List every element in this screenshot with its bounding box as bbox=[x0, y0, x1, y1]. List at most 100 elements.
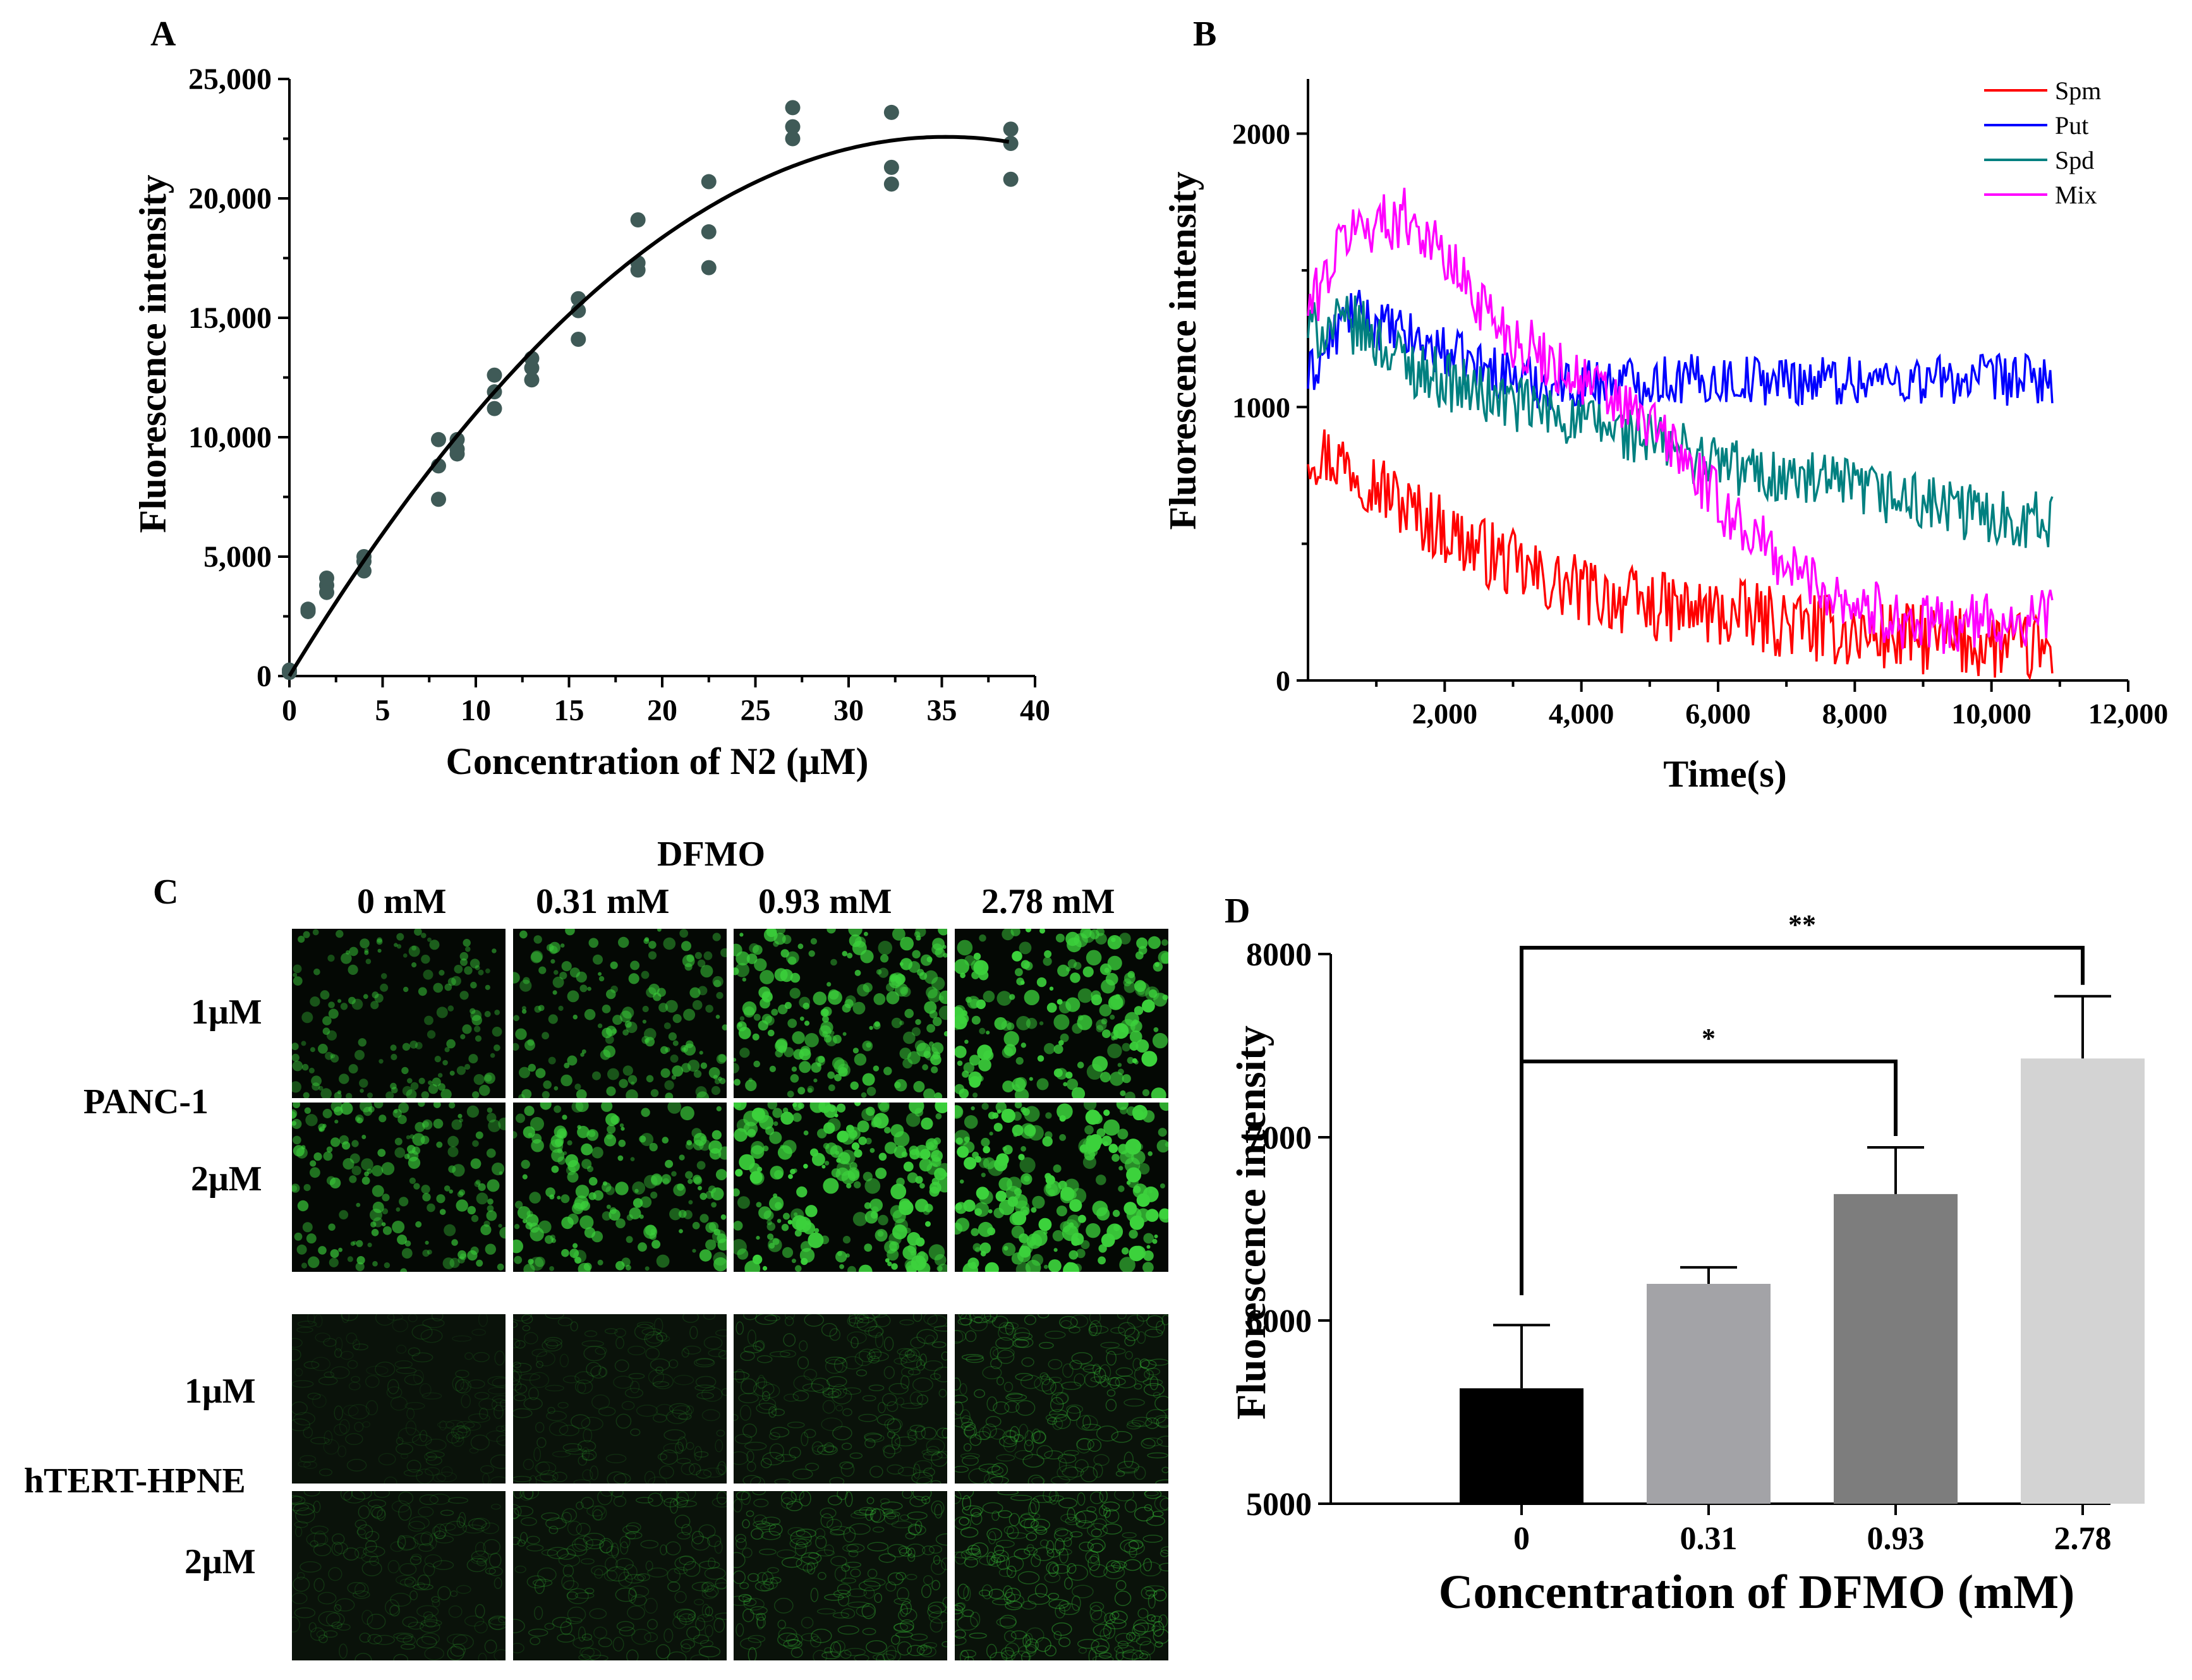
micrograph-htert-hpne-r0-c0 bbox=[292, 1314, 506, 1484]
y-tick-label: 25,000 bbox=[188, 63, 272, 96]
data-point bbox=[1003, 136, 1019, 152]
dfmo-title: DFMO bbox=[657, 835, 766, 874]
y-tick-label: 6000 bbox=[1246, 1303, 1312, 1339]
micrograph-image bbox=[513, 1491, 727, 1660]
data-point bbox=[785, 119, 801, 135]
micrograph-htert-hpne-r1-c3 bbox=[955, 1491, 1168, 1660]
x-tick-label: 8,000 bbox=[1822, 698, 1888, 730]
micrograph-panc-1-r1-c1 bbox=[513, 1103, 727, 1272]
x-tick-label: 15 bbox=[554, 694, 584, 727]
data-point bbox=[487, 401, 502, 416]
x-tick-label: 12,000 bbox=[2088, 698, 2169, 730]
col-header-1: 0.31 mM bbox=[536, 882, 670, 921]
bar-2.78 bbox=[2021, 1058, 2145, 1504]
micrograph-htert-hpne-r0-c2 bbox=[734, 1314, 947, 1484]
data-point bbox=[785, 131, 801, 147]
micrograph-panc-1-r0-c3 bbox=[955, 929, 1168, 1098]
y-tick-label: 5,000 bbox=[203, 540, 272, 574]
y-axis-label: Fluorescence intensity bbox=[132, 174, 174, 533]
bar-0.31 bbox=[1647, 1284, 1771, 1504]
x-tick-label: 4,000 bbox=[1549, 698, 1614, 730]
micrograph-htert-hpne-r0-c1 bbox=[513, 1314, 727, 1484]
data-point bbox=[883, 104, 899, 120]
y-tick-label: 0 bbox=[1276, 665, 1290, 697]
micrograph-image bbox=[955, 1314, 1168, 1484]
data-point bbox=[883, 159, 899, 175]
significance-label: * bbox=[1702, 1023, 1716, 1054]
panel-b-label: B bbox=[1193, 15, 1217, 54]
panel-c-label: C bbox=[153, 873, 179, 912]
chart-a: 0 5 10 15 20 25 30 35 40 0 5,000 10,000 15,000 20,000… bbox=[132, 63, 1050, 782]
micrograph-panc-1-r1-c3 bbox=[955, 1103, 1168, 1272]
significance-label: ** bbox=[1788, 909, 1816, 940]
chart-b: 2,000 4,000 6,000 8,000 10,000 12,000 0 1000 200… bbox=[1162, 76, 2169, 795]
series-line-put bbox=[1307, 289, 2054, 411]
data-point bbox=[431, 492, 446, 507]
micrograph-panc-1-r1-c0 bbox=[292, 1103, 506, 1272]
col-header-0: 0 mM bbox=[357, 882, 447, 921]
x-tick-label: 10 bbox=[461, 694, 491, 727]
col-header-3: 2.78 mM bbox=[981, 882, 1115, 921]
row-label-htert-2um: 2μM bbox=[185, 1542, 256, 1581]
y-tick-label: 7000 bbox=[1246, 1120, 1312, 1156]
y-tick-label: 5000 bbox=[1246, 1487, 1312, 1523]
row-label-htert-1um: 1μM bbox=[185, 1372, 256, 1411]
y-axis-label: Fluorescence intensity bbox=[1228, 1025, 1275, 1420]
data-point bbox=[571, 332, 586, 347]
micrograph-htert-hpne-r1-c0 bbox=[292, 1491, 506, 1660]
x-tick-label: 40 bbox=[1020, 694, 1050, 727]
data-point bbox=[300, 601, 316, 617]
legend-label-spm: Spm bbox=[2055, 76, 2101, 105]
micrograph-panc-1-r1-c2 bbox=[734, 1103, 947, 1272]
micrograph-image bbox=[292, 1314, 506, 1484]
data-point bbox=[1003, 171, 1019, 187]
micrograph-image bbox=[513, 1103, 727, 1272]
legend-label-mix: Mix bbox=[2055, 181, 2097, 209]
x-tick-label: 2.78 bbox=[2054, 1521, 2112, 1557]
x-axis-label: Time(s) bbox=[1663, 753, 1787, 795]
cell-line-htert: hTERT-HPNE bbox=[24, 1461, 246, 1501]
series-line-mix bbox=[1307, 188, 2054, 654]
micrograph-image bbox=[513, 929, 727, 1098]
panel-d-label: D bbox=[1225, 891, 1250, 931]
y-tick-label: 1000 bbox=[1232, 391, 1290, 423]
fit-curve bbox=[288, 135, 1010, 677]
data-point bbox=[701, 174, 717, 190]
micrograph-htert-hpne-r1-c1 bbox=[513, 1491, 727, 1660]
x-tick-label: 5 bbox=[375, 694, 391, 727]
micrograph-image bbox=[292, 1103, 506, 1272]
micrograph-panc-1-r0-c2 bbox=[734, 929, 947, 1098]
micrograph-image bbox=[955, 1491, 1168, 1660]
series-line-spm bbox=[1307, 429, 2054, 681]
y-tick-label: 20,000 bbox=[188, 182, 272, 215]
data-point bbox=[1003, 121, 1019, 137]
x-tick-label: 20 bbox=[647, 694, 677, 727]
significance-bracket bbox=[1520, 946, 2085, 1289]
micrograph-panc-1-r0-c0 bbox=[292, 929, 506, 1098]
micrograph-image bbox=[292, 1491, 506, 1660]
data-point bbox=[785, 100, 801, 116]
y-tick-label: 0 bbox=[257, 660, 272, 693]
x-tick-label: 6,000 bbox=[1685, 698, 1751, 730]
x-tick-label: 30 bbox=[833, 694, 864, 727]
micrograph-panc-1-r0-c1 bbox=[513, 929, 727, 1098]
x-tick-label: 0.31 bbox=[1680, 1521, 1738, 1557]
micrograph-image bbox=[292, 929, 506, 1098]
micrograph-image bbox=[734, 1103, 947, 1272]
panel-a-label: A bbox=[150, 15, 176, 54]
x-axis-label: Concentration of N2 (μM) bbox=[446, 740, 869, 782]
data-point bbox=[701, 260, 717, 275]
micrograph-image bbox=[955, 929, 1168, 1098]
x-tick-label: 35 bbox=[927, 694, 957, 727]
data-point bbox=[630, 212, 646, 228]
micrograph-image bbox=[734, 929, 947, 1098]
micrograph-image bbox=[513, 1314, 727, 1484]
legend-label-put: Put bbox=[2055, 111, 2088, 140]
x-tick-label: 0.93 bbox=[1867, 1521, 1925, 1557]
cell-line-panc1: PANC-1 bbox=[83, 1082, 209, 1121]
y-tick-label: 15,000 bbox=[188, 301, 272, 335]
data-point bbox=[431, 432, 446, 447]
y-tick-label: 8000 bbox=[1246, 937, 1312, 973]
legend: Spm Put Spd Mix bbox=[1984, 76, 2101, 209]
